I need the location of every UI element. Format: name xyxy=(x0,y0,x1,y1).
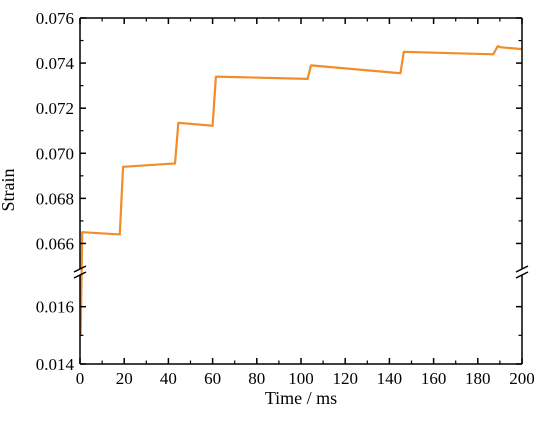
series-line-0 xyxy=(79,45,523,336)
y-tick-label-1-1: 0.068 xyxy=(36,189,74,208)
x-tick-label-3: 60 xyxy=(204,369,221,388)
x-tick-label-2: 40 xyxy=(160,369,177,388)
axis-break-mark-left-0 xyxy=(73,265,87,273)
x-tick-label-0: 0 xyxy=(76,369,85,388)
y-axis-label: Strain xyxy=(0,169,18,212)
x-tick-label-1: 20 xyxy=(116,369,133,388)
y-tick-label-1-3: 0.072 xyxy=(36,99,74,118)
x-tick-label-7: 140 xyxy=(377,369,403,388)
axis-break-mark-left-1 xyxy=(73,271,87,279)
axis-break-mark-right-0 xyxy=(515,265,529,273)
x-tick-label-4: 80 xyxy=(248,369,265,388)
x-tick-label-10: 200 xyxy=(509,369,535,388)
y-tick-label-1-4: 0.074 xyxy=(36,54,75,73)
axis-break-mark-right-1 xyxy=(515,271,529,279)
y-tick-label-0-1: 0.016 xyxy=(36,298,74,317)
x-axis-label: Time / ms xyxy=(265,388,337,408)
y-tick-label-1-5: 0.076 xyxy=(36,9,74,28)
x-tick-label-9: 180 xyxy=(465,369,491,388)
x-tick-label-6: 120 xyxy=(332,369,358,388)
y-tick-label-1-0: 0.066 xyxy=(36,234,74,253)
x-tick-label-5: 100 xyxy=(288,369,314,388)
data-layer xyxy=(79,45,523,336)
y-tick-label-0-0: 0.014 xyxy=(36,355,75,374)
x-tick-label-8: 160 xyxy=(421,369,447,388)
y-tick-label-1-2: 0.070 xyxy=(36,144,74,163)
axes-layer: 0 20 40 60 80 100 120 140 160 180 200 0.014 0.016 0.0… xyxy=(36,9,535,388)
